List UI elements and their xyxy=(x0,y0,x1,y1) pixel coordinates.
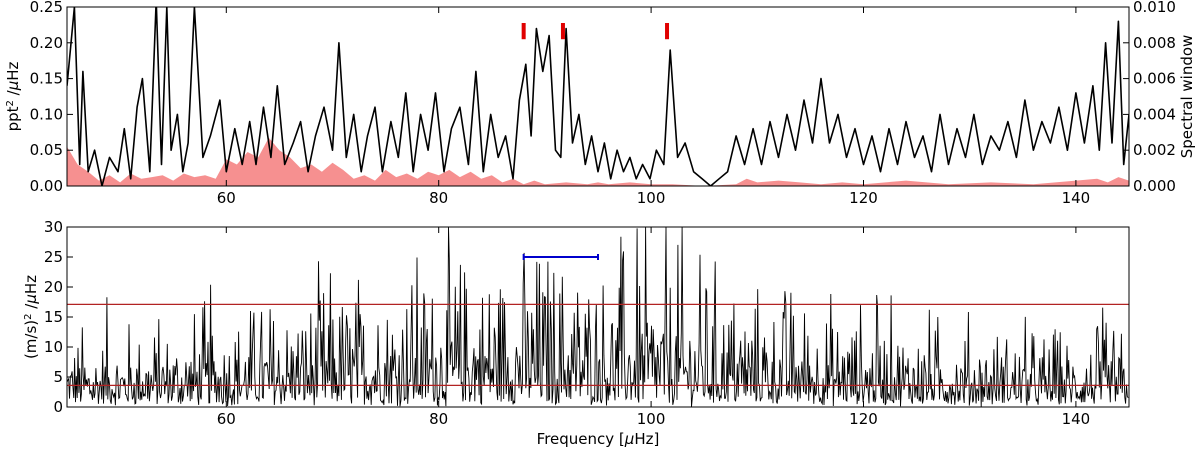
y-tick-label: 0.05 xyxy=(30,141,63,159)
y-tick-label: 0.20 xyxy=(30,34,63,52)
y2-tick-label: 0.004 xyxy=(1133,105,1176,123)
x-tick-label: 60 xyxy=(217,410,236,428)
y-tick-label: 0 xyxy=(53,398,63,416)
y-tick-label: 0.10 xyxy=(30,105,63,123)
top-plot-frame xyxy=(66,6,1130,187)
y2-tick-label: 0.006 xyxy=(1133,70,1176,88)
y2-axis-label: Spectral window xyxy=(1178,35,1196,159)
x-tick-label: 120 xyxy=(849,189,878,207)
amplitude-spectrum-line xyxy=(67,7,1129,186)
y-tick-label: 30 xyxy=(44,218,63,236)
y-tick-label: 20 xyxy=(44,278,63,296)
y-axis-label: ppt2 /μHz xyxy=(4,61,22,131)
y2-tick-label: 0.000 xyxy=(1133,177,1176,195)
x-axis-label: Frequency [μHz] xyxy=(537,430,660,448)
y2-tick-label: 0.008 xyxy=(1133,34,1176,52)
x-tick-label: 140 xyxy=(1062,189,1091,207)
x-tick-label: 80 xyxy=(429,410,448,428)
spectral-window-area xyxy=(67,137,1129,186)
top-panel-spectrum: 60 80 100 120 140 0.00 0.05 0.10 0.15 0.20 0.25 0.0… xyxy=(4,0,1196,207)
y-tick-label: 10 xyxy=(44,338,63,356)
bottom-plot-area xyxy=(67,227,1129,407)
y-axis-label: (m/s)2 /μHz xyxy=(22,275,40,359)
y2-tick-label: 0.002 xyxy=(1133,141,1176,159)
x-tick-label: 60 xyxy=(217,189,236,207)
x-tick-label: 100 xyxy=(637,189,666,207)
x-tick-label: 120 xyxy=(849,410,878,428)
y2-tick-label: 0.010 xyxy=(1133,0,1176,16)
y-tick-label: 0.25 xyxy=(30,0,63,16)
bottom-panel-power-spectrum: 60 80 100 120 140 0 5 10 15 20 25 30 (m/s)2 /μHz Freq… xyxy=(22,218,1130,448)
y-tick-label: 5 xyxy=(53,368,63,386)
y-tick-label: 15 xyxy=(44,308,63,326)
x-tick-label: 80 xyxy=(429,189,448,207)
y-tick-label: 0.15 xyxy=(30,70,63,88)
x-tick-label: 140 xyxy=(1062,410,1091,428)
top-plot-area xyxy=(67,7,1129,186)
x-tick-label: 100 xyxy=(637,410,666,428)
y-tick-label: 25 xyxy=(44,248,63,266)
power-spectrum-line xyxy=(67,227,1129,407)
y-tick-label: 0.00 xyxy=(30,177,63,195)
